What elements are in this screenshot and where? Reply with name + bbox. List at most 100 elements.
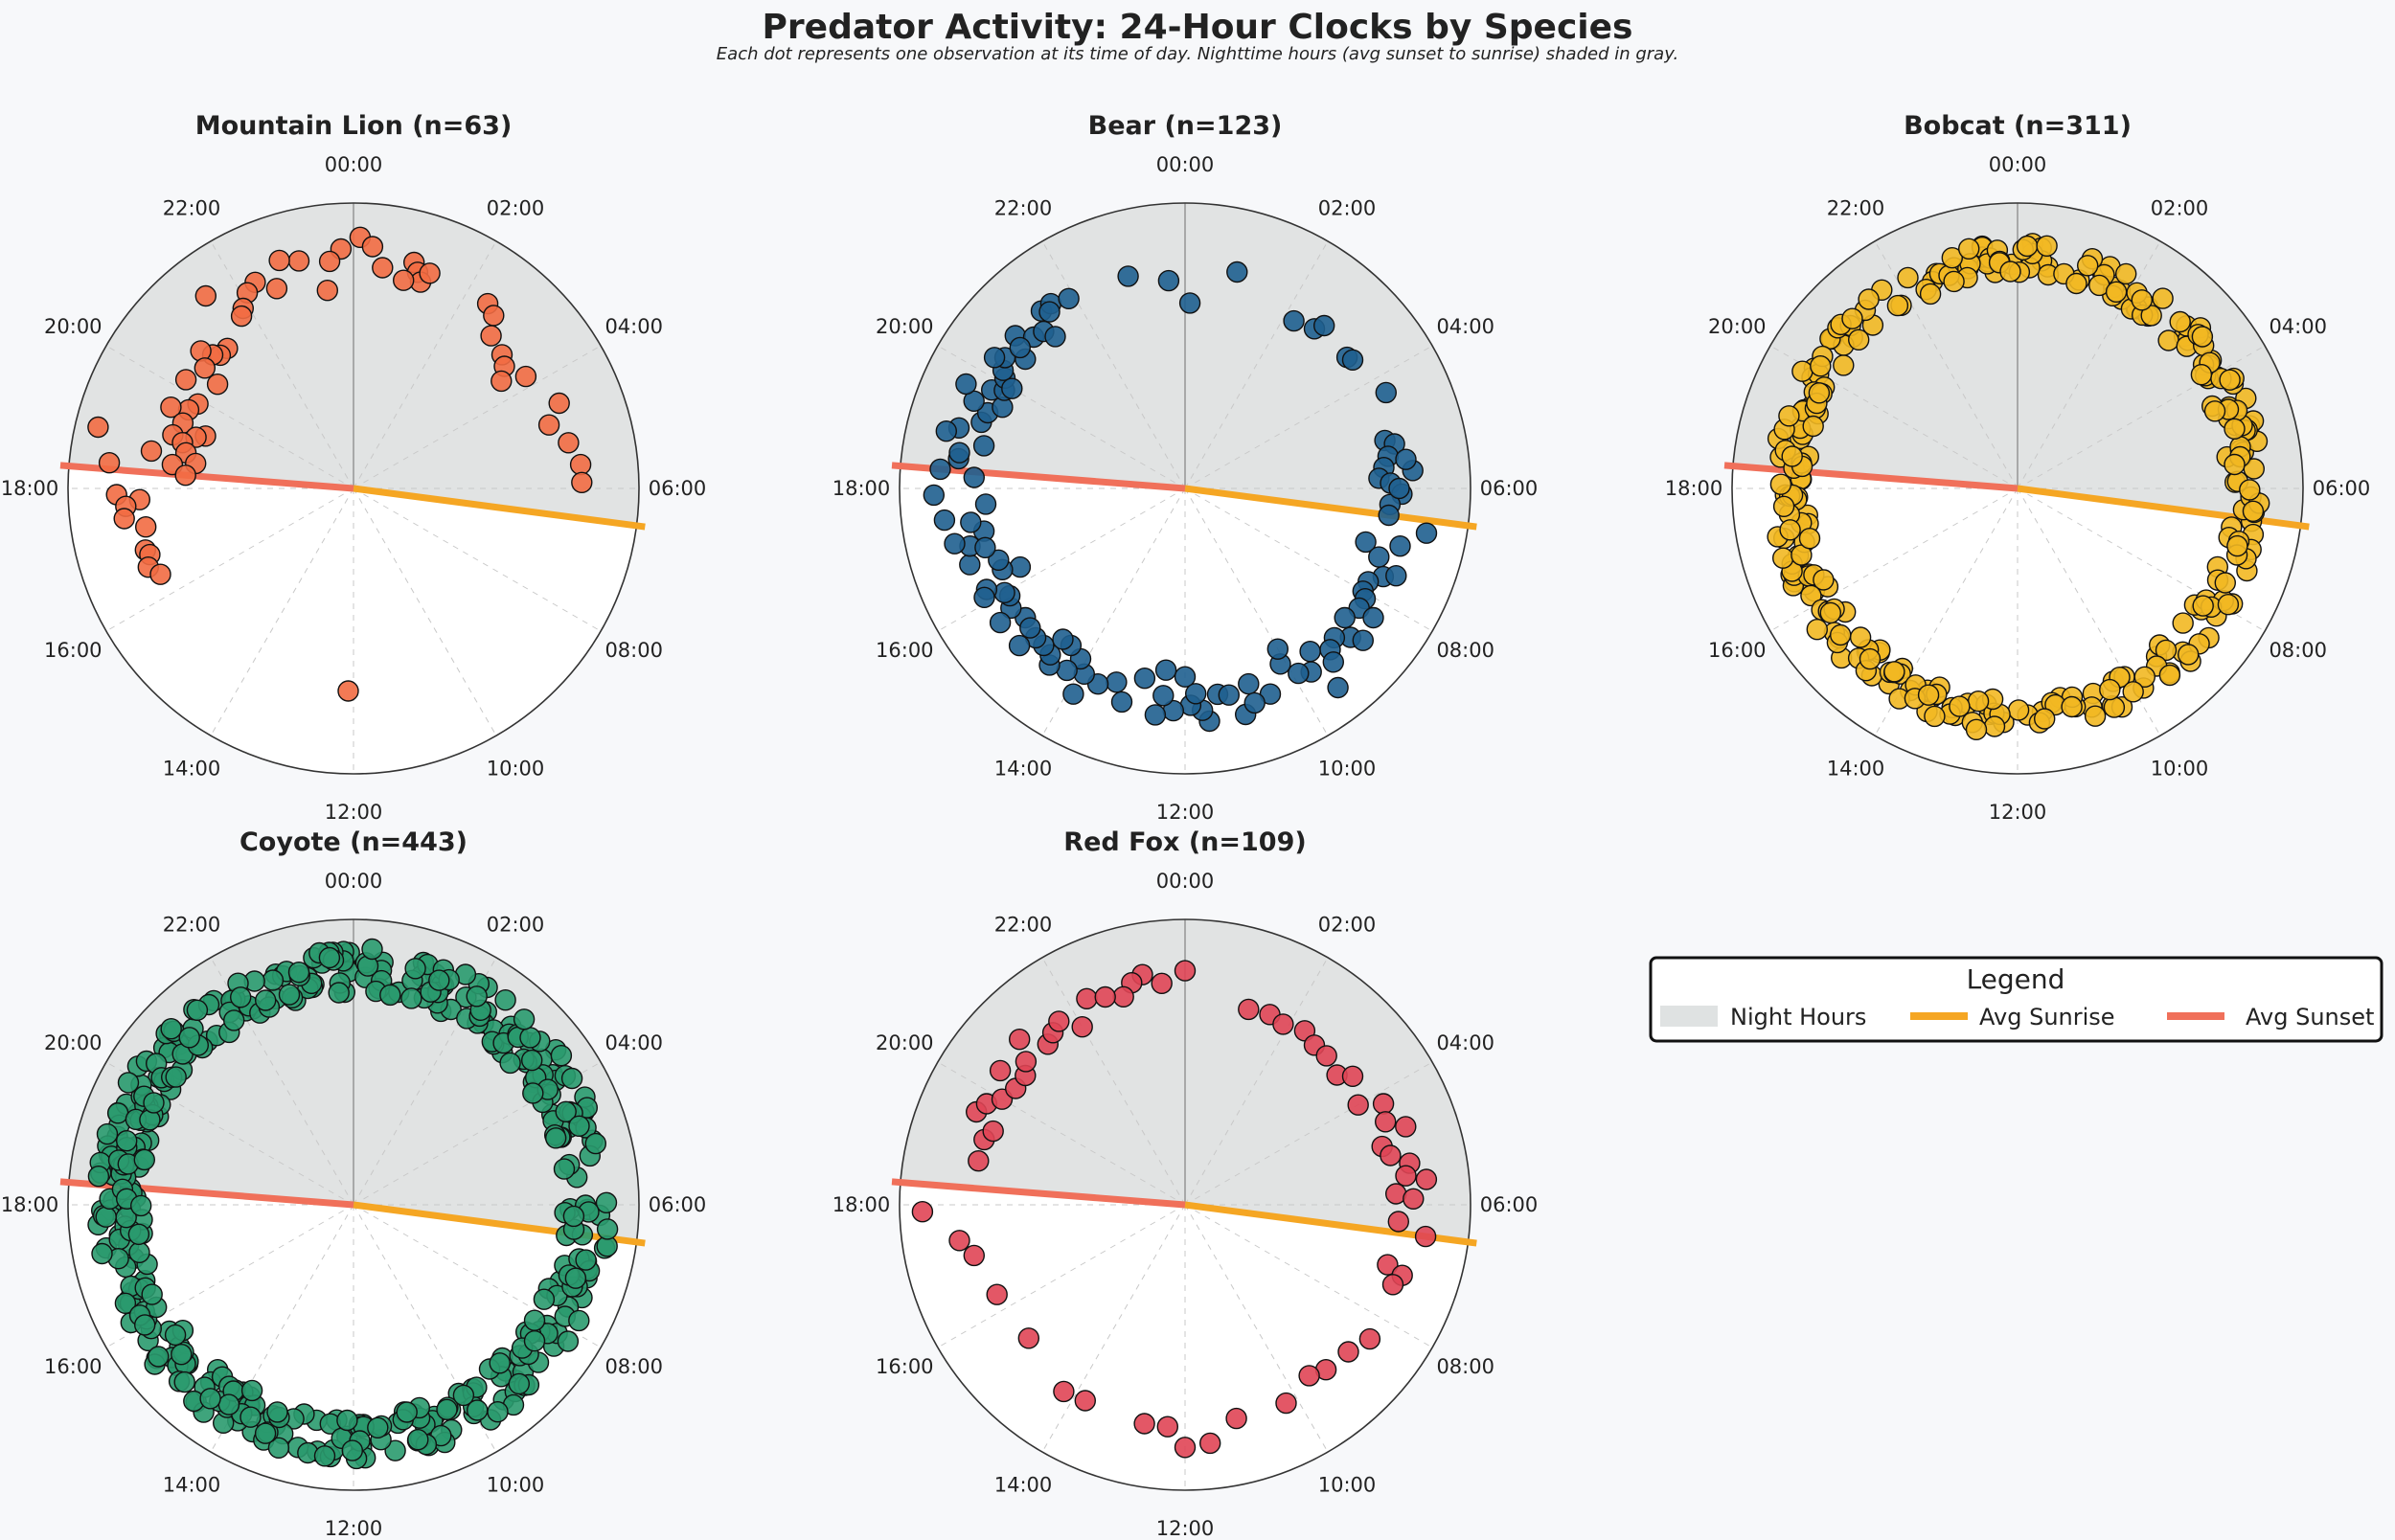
legend-night-swatch xyxy=(1660,1006,1718,1027)
grid-spoke xyxy=(937,487,1186,632)
observation-point xyxy=(396,1401,418,1423)
observation-point xyxy=(1778,405,1800,427)
hour-tick-label: 20:00 xyxy=(1708,315,1767,338)
observation-point xyxy=(1337,1341,1359,1363)
grid-spoke xyxy=(1184,487,1329,736)
observation-point xyxy=(1110,691,1133,713)
hour-tick-label: 16:00 xyxy=(1708,639,1767,662)
observation-point xyxy=(173,1370,195,1393)
observation-point xyxy=(240,1379,263,1402)
hour-tick-label: 22:00 xyxy=(1827,196,1885,219)
grid-spoke xyxy=(353,345,602,489)
observation-point xyxy=(1017,1327,1040,1349)
observation-point xyxy=(2158,664,2181,687)
observation-point xyxy=(1849,626,1872,648)
observation-point xyxy=(1117,265,1139,287)
observation-point xyxy=(1322,651,1345,673)
observation-point xyxy=(199,1388,221,1410)
observation-point xyxy=(1883,661,1905,683)
observation-point xyxy=(2172,612,2194,634)
observation-point xyxy=(1038,301,1061,323)
observation-point xyxy=(933,509,956,532)
hour-tick-label: 06:00 xyxy=(649,477,707,500)
observation-point xyxy=(1218,684,1241,706)
hour-tick-label: 12:00 xyxy=(1156,1517,1215,1540)
grid-spoke xyxy=(1184,1204,1329,1453)
observation-point xyxy=(2133,666,2156,688)
observation-point xyxy=(2169,310,2191,333)
observation-point xyxy=(1133,1413,1155,1435)
observation-point xyxy=(1949,695,1971,717)
hour-tick-label: 04:00 xyxy=(1436,315,1494,338)
clock-rim xyxy=(67,202,640,775)
observation-point xyxy=(160,396,182,419)
observation-point xyxy=(2155,639,2178,662)
observation-point xyxy=(174,369,197,391)
grid-spoke xyxy=(1184,240,1329,489)
observation-point xyxy=(993,581,1015,603)
hour-tick-label: 08:00 xyxy=(604,639,663,662)
observation-point xyxy=(989,611,1012,634)
observation-point xyxy=(508,1372,530,1395)
hour-tick-label: 16:00 xyxy=(44,1355,103,1378)
hour-tick-label: 12:00 xyxy=(325,1517,383,1540)
observation-point xyxy=(1779,519,1801,541)
hour-tick-label: 06:00 xyxy=(1480,1193,1539,1216)
hour-tick-label: 20:00 xyxy=(876,315,934,338)
observation-point xyxy=(115,1129,138,1152)
observation-point xyxy=(2217,594,2240,616)
grid-spoke xyxy=(1041,240,1186,489)
panel-bear: 00:00 02:00 04:00 06:00 08:00 10:00 12:00 14:00… xyxy=(833,111,1539,824)
observation-point xyxy=(948,1230,970,1252)
observation-point xyxy=(361,236,384,258)
observation-point xyxy=(494,988,516,1011)
observation-point xyxy=(2061,695,2083,718)
observation-point xyxy=(1198,1432,1221,1455)
observation-point xyxy=(2036,235,2058,257)
observation-point xyxy=(533,1288,556,1310)
legend-sunset-label: Avg Sunset xyxy=(2246,1004,2374,1030)
observation-point xyxy=(1133,668,1156,690)
hour-tick-label: 00:00 xyxy=(325,870,383,893)
panel-title: Bobcat (n=311) xyxy=(1904,111,2132,141)
observation-point xyxy=(1377,1254,1399,1276)
observation-point xyxy=(254,1422,277,1444)
observation-point xyxy=(974,536,996,558)
observation-point xyxy=(523,1309,546,1331)
grid-spoke xyxy=(937,1061,1186,1206)
observation-point xyxy=(2152,287,2174,309)
observation-point xyxy=(266,1401,288,1423)
hour-tick-label: 08:00 xyxy=(2269,639,2327,662)
observation-point xyxy=(960,511,982,533)
observation-point xyxy=(1008,634,1031,657)
observation-point xyxy=(1341,349,1364,371)
hour-tick-label: 04:00 xyxy=(2269,315,2327,338)
observation-point xyxy=(1389,535,1411,557)
grid-spoke xyxy=(1184,1061,1433,1206)
observation-point xyxy=(1062,683,1084,705)
hour-tick-label: 10:00 xyxy=(1318,1474,1377,1497)
observation-point xyxy=(467,1399,489,1421)
hour-tick-label: 02:00 xyxy=(1318,913,1377,936)
observation-point xyxy=(1225,1407,1247,1430)
observation-point xyxy=(514,365,537,388)
observation-point xyxy=(1769,473,1792,495)
panel-title: Bear (n=123) xyxy=(1088,111,1283,141)
observation-point xyxy=(393,269,415,291)
observation-point xyxy=(1833,354,1855,376)
hour-tick-label: 06:00 xyxy=(649,1193,707,1216)
hour-tick-label: 14:00 xyxy=(163,758,221,781)
observation-point xyxy=(1266,638,1289,660)
observation-point xyxy=(948,442,970,464)
observation-point xyxy=(361,938,383,961)
grid-spoke xyxy=(105,345,354,489)
observation-point xyxy=(555,1100,577,1123)
observation-point xyxy=(2192,595,2214,617)
observation-point xyxy=(341,1439,363,1461)
observation-point xyxy=(553,1158,576,1180)
observation-point xyxy=(1154,659,1177,681)
grid-spoke xyxy=(1184,345,1433,489)
observation-point xyxy=(1943,270,1965,293)
observation-point xyxy=(2114,262,2137,285)
observation-point xyxy=(1847,328,1870,351)
